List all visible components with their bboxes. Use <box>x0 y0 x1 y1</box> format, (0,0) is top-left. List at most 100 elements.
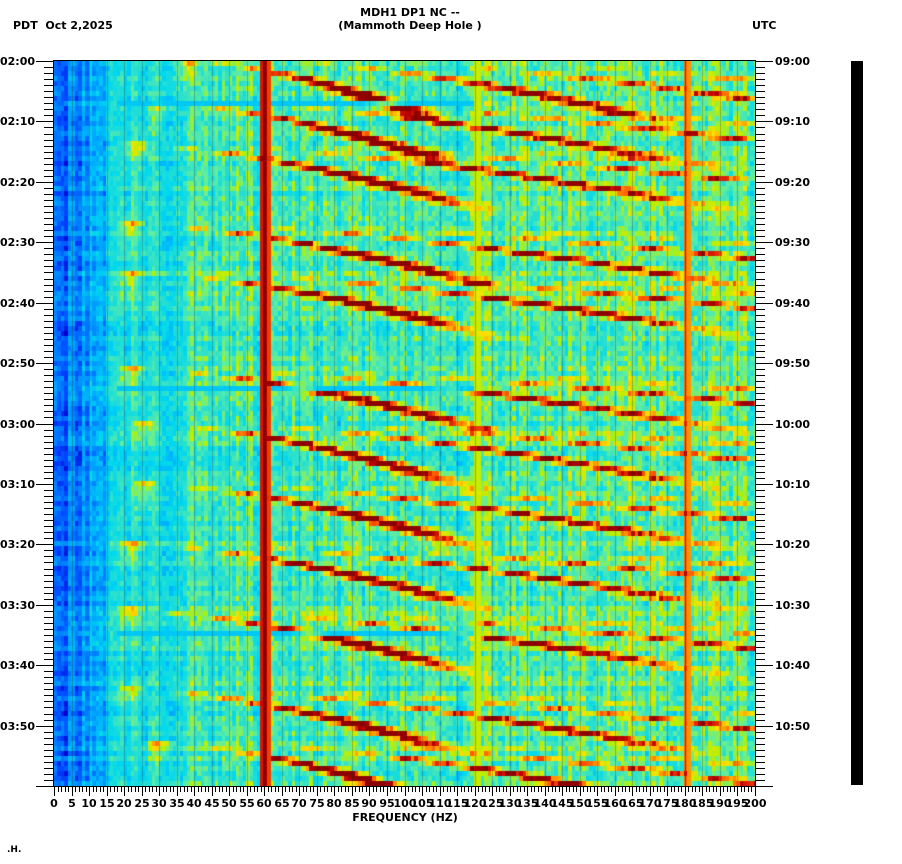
y-tick-right-minor <box>756 67 765 68</box>
x-tick-minor <box>170 787 171 792</box>
x-tick-minor <box>180 787 181 792</box>
y-tick-right-minor <box>756 526 765 527</box>
x-tick-major <box>369 787 370 796</box>
y-tick-left-minor <box>44 683 53 684</box>
x-axis-tick-label: 185 <box>690 797 714 810</box>
y-tick-left-minor <box>44 599 53 600</box>
x-tick-major <box>194 787 195 796</box>
y-tick-right-minor <box>756 448 765 449</box>
y-tick-left-minor <box>44 97 53 98</box>
x-tick-minor <box>559 787 560 792</box>
y-tick-right-minor <box>756 750 765 751</box>
y-axis-left-tick-label: 02:40 <box>0 297 36 310</box>
y-tick-right-minor <box>756 109 765 110</box>
y-tick-right-minor <box>756 387 765 388</box>
y-tick-right-major <box>756 363 773 364</box>
y-tick-left-minor <box>44 73 53 74</box>
y-tick-left-minor <box>44 103 53 104</box>
x-tick-minor <box>268 787 269 792</box>
x-tick-minor <box>341 787 342 792</box>
x-axis-tick-label: 15 <box>99 797 115 810</box>
y-tick-right-minor <box>756 738 765 739</box>
x-tick-minor <box>520 787 521 792</box>
header-right-timezone: UTC <box>752 19 777 32</box>
y-tick-right-minor <box>756 170 765 171</box>
x-axis-tick-label: 170 <box>638 797 662 810</box>
y-tick-right-minor <box>756 695 765 696</box>
x-axis-tick-label: 145 <box>550 797 574 810</box>
y-tick-left-minor <box>44 351 53 352</box>
y-tick-left-minor <box>44 756 53 757</box>
x-tick-major <box>229 787 230 796</box>
y-tick-right-major <box>756 786 773 787</box>
y-tick-left-minor <box>44 176 53 177</box>
y-tick-left-minor <box>44 714 53 715</box>
x-tick-minor <box>587 787 588 792</box>
page-title: MDH1 DP1 NC -- <box>360 6 460 19</box>
x-tick-minor <box>713 787 714 792</box>
x-axis-tick-label: 30 <box>151 797 167 810</box>
y-tick-left-major <box>36 786 53 787</box>
y-tick-left-minor <box>44 315 53 316</box>
x-tick-minor <box>618 787 619 792</box>
y-tick-right-minor <box>756 224 765 225</box>
y-tick-right-minor <box>756 393 765 394</box>
x-tick-major <box>457 787 458 796</box>
y-tick-right-minor <box>756 345 765 346</box>
x-tick-minor <box>205 787 206 792</box>
x-tick-minor <box>345 787 346 792</box>
y-tick-left-minor <box>44 254 53 255</box>
x-tick-minor <box>208 787 209 792</box>
x-tick-minor <box>103 787 104 792</box>
y-tick-left-minor <box>44 478 53 479</box>
y-tick-right-minor <box>756 689 765 690</box>
y-tick-left-minor <box>44 218 53 219</box>
y-tick-left-minor <box>44 641 53 642</box>
x-tick-minor <box>699 787 700 792</box>
x-tick-minor <box>590 787 591 792</box>
y-tick-left-minor <box>44 387 53 388</box>
side-indicator-bar <box>851 61 863 785</box>
y-tick-left-minor <box>44 297 53 298</box>
x-tick-major <box>54 787 55 796</box>
y-tick-left-minor <box>44 411 53 412</box>
y-tick-left-major <box>36 605 53 606</box>
y-axis-left-tick-label: 02:30 <box>0 236 36 249</box>
y-tick-right-minor <box>756 176 765 177</box>
x-tick-minor <box>394 787 395 792</box>
y-tick-left-minor <box>44 430 53 431</box>
y-tick-right-minor <box>756 472 765 473</box>
x-tick-minor <box>657 787 658 792</box>
x-axis-tick-label: 50 <box>221 797 237 810</box>
y-tick-right-minor <box>756 436 765 437</box>
y-tick-left-minor <box>44 224 53 225</box>
y-tick-left-minor <box>44 448 53 449</box>
spectrogram-canvas <box>54 61 755 786</box>
x-tick-minor <box>93 787 94 792</box>
x-tick-major <box>475 787 476 796</box>
y-axis-left-tick-label: 03:20 <box>0 538 36 551</box>
x-tick-minor <box>401 787 402 792</box>
x-tick-major <box>737 787 738 796</box>
y-tick-left-minor <box>44 152 53 153</box>
x-tick-minor <box>436 787 437 792</box>
x-tick-minor <box>664 787 665 792</box>
x-axis-tick-label: 165 <box>620 797 644 810</box>
y-tick-right-minor <box>756 556 765 557</box>
x-tick-minor <box>222 787 223 792</box>
x-tick-minor <box>292 787 293 792</box>
y-tick-left-minor <box>44 677 53 678</box>
y-tick-left-major <box>36 303 53 304</box>
x-tick-minor <box>485 787 486 792</box>
x-tick-minor <box>75 787 76 792</box>
x-tick-minor <box>594 787 595 792</box>
x-tick-major <box>89 787 90 796</box>
y-tick-left-minor <box>44 762 53 763</box>
y-tick-left-minor <box>44 460 53 461</box>
x-tick-major <box>615 787 616 796</box>
x-tick-major <box>282 787 283 796</box>
y-tick-right-minor <box>756 575 765 576</box>
x-tick-minor <box>289 787 290 792</box>
x-tick-minor <box>569 787 570 792</box>
